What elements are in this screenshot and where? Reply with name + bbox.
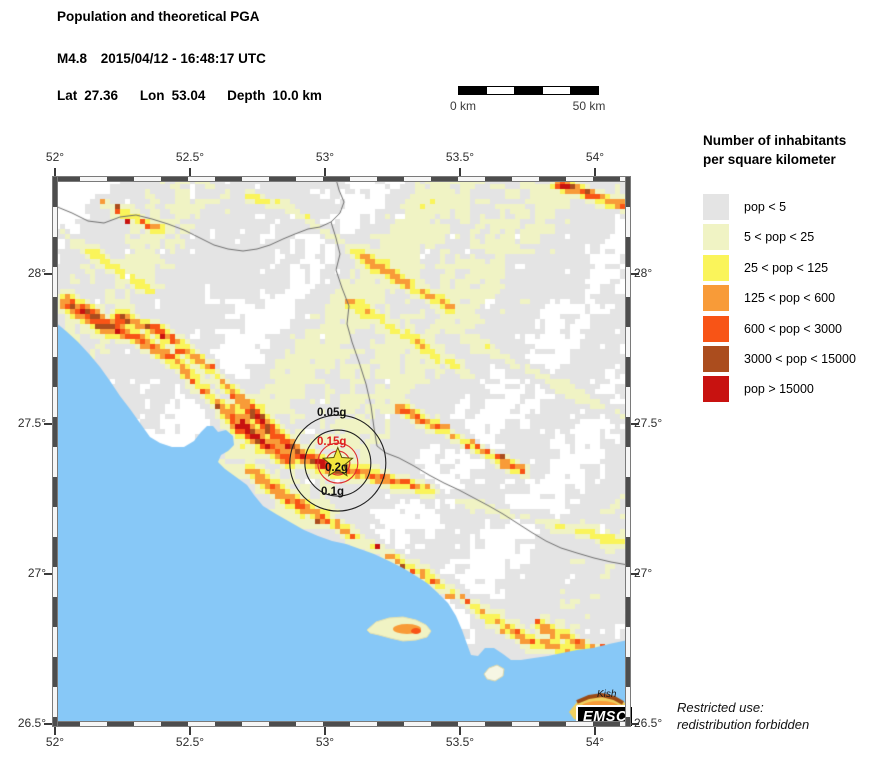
lon-label-top: 53°	[315, 150, 335, 164]
lat-label-right: 28°	[634, 266, 653, 280]
legend-swatch	[703, 194, 729, 220]
axis-tick	[44, 573, 52, 575]
legend-swatch	[703, 285, 729, 312]
scale-bar-segment	[571, 87, 598, 94]
map: 0.05g 0.15g 0.2g 0.1g Kish EMSC	[52, 176, 634, 728]
axis-tick	[44, 423, 52, 425]
legend-row: pop > 15000	[703, 376, 889, 403]
legend-label: 5 < pop < 25	[744, 230, 815, 245]
legend-swatch	[703, 345, 729, 372]
scale-bar	[458, 86, 599, 95]
page-title: Population and theoretical PGA	[57, 9, 260, 24]
pga-ring-label-01g: 0.1g	[321, 486, 345, 498]
legend-label: 25 < pop < 125	[744, 260, 829, 275]
lon-value: 53.04	[171, 88, 206, 103]
lon-label-top: 53.5°	[445, 150, 475, 164]
axis-tick	[189, 727, 191, 735]
lat-label-left: 26.5°	[17, 716, 46, 730]
lon-label: Lon	[139, 88, 165, 103]
map-frame-right	[625, 176, 631, 727]
lat-label-right: 26.5°	[634, 716, 663, 730]
axis-tick	[631, 273, 639, 275]
axis-tick	[631, 423, 639, 425]
scale-bar-start-label: 0 km	[449, 99, 476, 113]
scale-bar-segment	[515, 87, 542, 94]
lat-label: Lat	[57, 88, 78, 103]
population-raster-map	[55, 179, 628, 724]
legend-row: 600 < pop < 3000	[703, 315, 889, 342]
lat-label-right: 27.5°	[634, 416, 663, 430]
axis-tick	[44, 273, 52, 275]
legend-row: 3000 < pop < 15000	[703, 345, 889, 372]
legend-swatch	[703, 224, 729, 251]
map-frame-bottom	[52, 721, 631, 727]
legend-row: 5 < pop < 25	[703, 224, 889, 251]
legend-row: pop < 5	[703, 194, 889, 220]
legend-swatch	[703, 315, 729, 342]
scale-bar-segment	[542, 87, 571, 94]
axis-tick	[54, 168, 56, 176]
lat-label-left: 28°	[27, 266, 46, 280]
legend-label: 600 < pop < 3000	[744, 321, 843, 336]
legend-label: pop > 15000	[744, 382, 814, 397]
lon-label-bottom: 52.5°	[175, 735, 205, 749]
axis-tick	[54, 727, 56, 735]
legend-swatch	[703, 254, 729, 281]
lat-value: 27.36	[84, 88, 119, 103]
legend-swatch	[703, 376, 729, 403]
lon-label-top: 52.5°	[175, 150, 205, 164]
depth-label: Depth	[227, 88, 266, 103]
lon-label-bottom: 53°	[315, 735, 335, 749]
lon-label-bottom: 53.5°	[445, 735, 475, 749]
axis-tick	[459, 168, 461, 176]
lat-label-right: 27°	[634, 566, 653, 580]
scale-bar-end-label: 50 km	[572, 99, 606, 113]
axis-tick	[631, 723, 639, 725]
axis-tick	[324, 168, 326, 176]
lon-label-top: 54°	[585, 150, 605, 164]
pga-ring-label-015g: 0.15g	[317, 436, 347, 448]
pga-ring-label-02g: 0.2g	[325, 462, 349, 474]
lon-label-top: 52°	[45, 150, 65, 164]
depth-value: 10.0 km	[272, 88, 322, 103]
lon-label-bottom: 54°	[585, 735, 605, 749]
legend-title: per square kilometer	[703, 152, 836, 167]
map-frame-left	[52, 176, 58, 727]
axis-tick	[459, 727, 461, 735]
pga-ring-label-005g: 0.05g	[317, 407, 347, 419]
axis-tick	[631, 573, 639, 575]
event-datetime: 2015/04/12 - 16:48:17 UTC	[100, 51, 266, 66]
island-label-kish: Kish	[597, 689, 617, 700]
lat-label-left: 27°	[27, 566, 46, 580]
axis-tick	[189, 168, 191, 176]
axis-tick	[44, 723, 52, 725]
legend-label: 3000 < pop < 15000	[744, 351, 856, 366]
map-frame-top	[52, 176, 631, 182]
lat-label-left: 27.5°	[17, 416, 46, 430]
legend-row: 125 < pop < 600	[703, 285, 889, 312]
axis-tick	[594, 727, 596, 735]
scale-bar-segment	[486, 87, 515, 94]
legend-title: Number of inhabitants	[703, 133, 847, 148]
event-magnitude: M4.8	[57, 51, 88, 66]
restricted-use-note: Restricted use: redistribution forbidden	[677, 700, 810, 732]
legend-label: 125 < pop < 600	[744, 291, 836, 306]
scale-bar-segment	[459, 87, 486, 94]
axis-tick	[594, 168, 596, 176]
legend-label: pop < 5	[744, 200, 787, 214]
event-line: M4.8 2015/04/12 - 16:48:17 UTC	[57, 51, 266, 66]
lon-label-bottom: 52°	[45, 735, 65, 749]
axis-tick	[324, 727, 326, 735]
location-line: Lat 27.36 Lon 53.04 Depth 10.0 km	[57, 88, 340, 103]
legend: Number of inhabitants per square kilomet…	[703, 131, 889, 407]
legend-row: 25 < pop < 125	[703, 254, 889, 281]
